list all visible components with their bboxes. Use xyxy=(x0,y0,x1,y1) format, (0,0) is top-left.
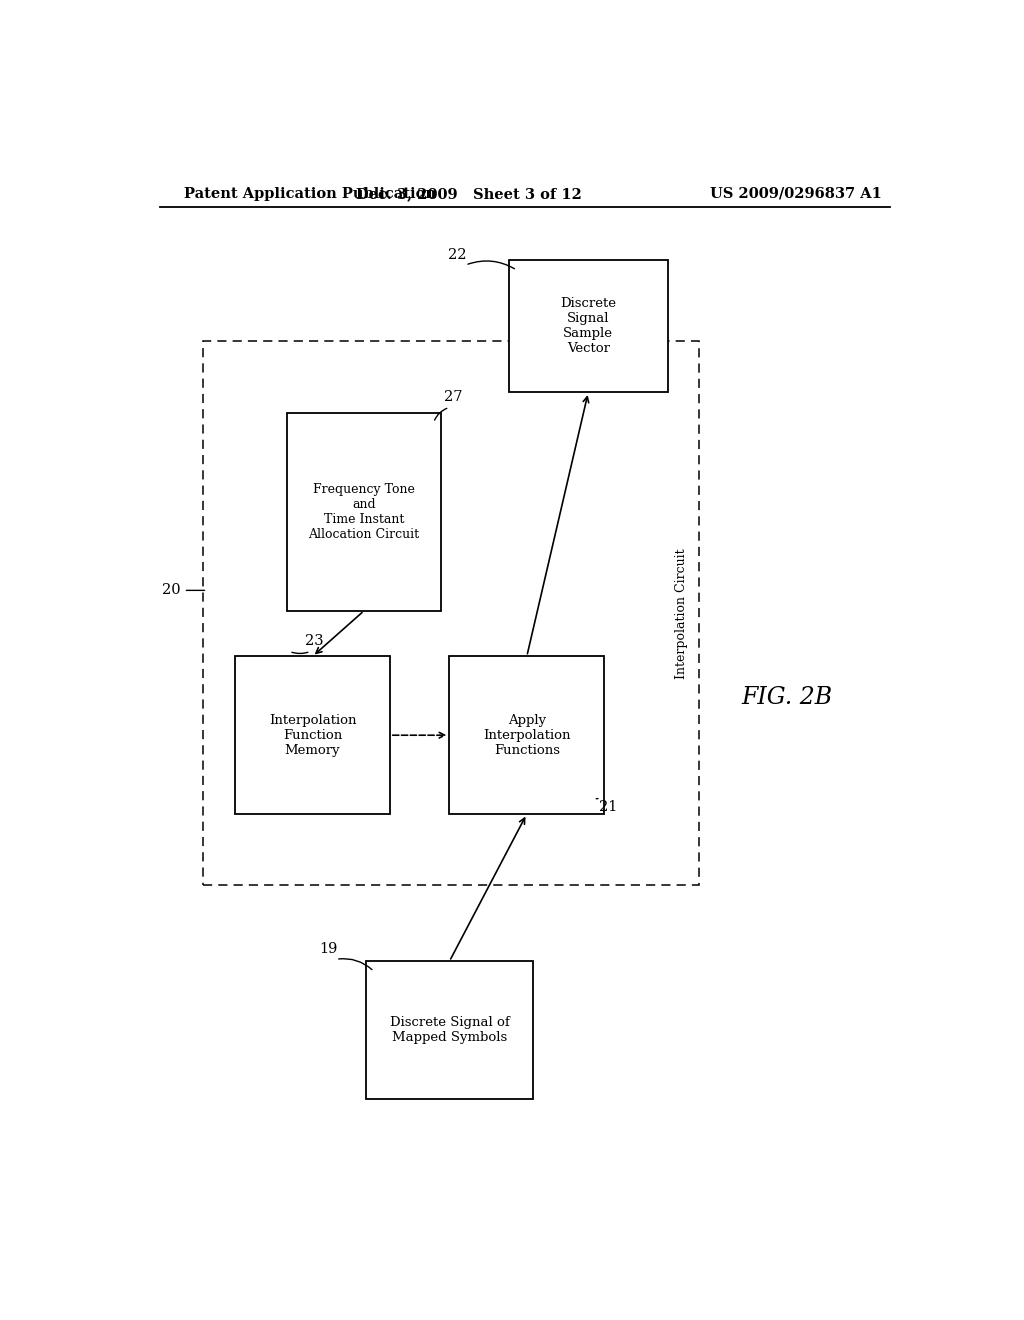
Text: FIG. 2B: FIG. 2B xyxy=(741,685,833,709)
Text: 20: 20 xyxy=(163,583,181,598)
Text: Interpolation Circuit: Interpolation Circuit xyxy=(676,548,688,678)
Bar xyxy=(450,656,604,814)
Text: Frequency Tone
and
Time Instant
Allocation Circuit: Frequency Tone and Time Instant Allocati… xyxy=(308,483,420,541)
Text: Apply
Interpolation
Functions: Apply Interpolation Functions xyxy=(483,714,570,756)
Text: 27: 27 xyxy=(444,391,463,404)
Bar xyxy=(287,413,441,611)
Text: Discrete Signal of
Mapped Symbols: Discrete Signal of Mapped Symbols xyxy=(389,1016,509,1044)
Bar xyxy=(236,656,390,814)
Text: Patent Application Publication: Patent Application Publication xyxy=(183,187,435,201)
Text: 19: 19 xyxy=(318,942,337,956)
Bar xyxy=(367,961,532,1098)
Text: Discrete
Signal
Sample
Vector: Discrete Signal Sample Vector xyxy=(560,297,616,355)
Bar xyxy=(204,342,699,886)
Text: US 2009/0296837 A1: US 2009/0296837 A1 xyxy=(710,187,882,201)
Text: Interpolation
Function
Memory: Interpolation Function Memory xyxy=(268,714,356,756)
Text: Dec. 3, 2009   Sheet 3 of 12: Dec. 3, 2009 Sheet 3 of 12 xyxy=(356,187,583,201)
Text: 22: 22 xyxy=(449,248,467,261)
Text: 23: 23 xyxy=(305,634,324,648)
Bar xyxy=(509,260,668,392)
Text: 21: 21 xyxy=(599,800,617,814)
